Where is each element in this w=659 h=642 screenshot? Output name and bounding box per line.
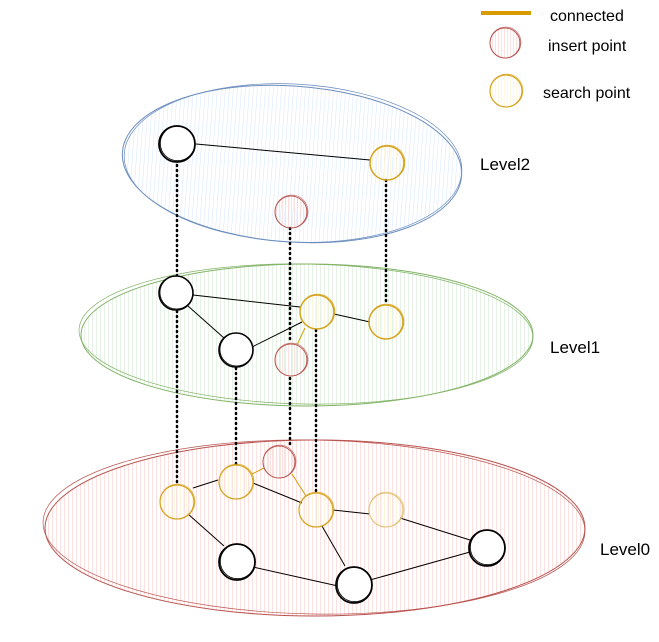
level0-connected-edges — [251, 467, 307, 497]
legend: connected insert point search point — [481, 8, 631, 108]
level2-plane — [121, 83, 463, 244]
level0-node-c — [468, 529, 506, 567]
level0-search-point-d — [368, 491, 405, 528]
level1-plane — [78, 263, 534, 407]
search-point-legend-label: search point — [543, 85, 631, 102]
level1-insert-point — [274, 342, 309, 377]
level0-search-point-a — [159, 483, 196, 520]
search-point-legend-icon — [489, 73, 524, 108]
level1-node-a — [158, 275, 194, 311]
level2-label: Level2 — [480, 155, 530, 174]
inter-level-links — [175, 163, 388, 494]
level0-node-a — [218, 543, 256, 581]
level1-label: Level1 — [550, 338, 600, 357]
level0-node-b — [335, 566, 373, 604]
level0-search-point-c — [298, 491, 335, 528]
level2-search-point — [369, 144, 406, 181]
level1-search-point-b — [368, 303, 405, 340]
level2-node-a — [158, 125, 196, 163]
level1-edges — [187, 294, 371, 348]
insert-point-legend-icon — [489, 26, 522, 59]
level0-label: Level0 — [600, 540, 650, 559]
level1-search-point-a — [299, 293, 336, 330]
level1-node-b — [218, 332, 254, 368]
level0-search-point-b — [218, 463, 255, 500]
level2-edges — [195, 143, 371, 161]
level0-insert-point — [262, 444, 297, 479]
level2-insert-point — [274, 194, 309, 229]
connected-legend-label: connected — [550, 8, 624, 25]
level0-edges — [187, 479, 471, 587]
level1-connected-edge — [296, 327, 306, 346]
insert-point-legend-label: insert point — [548, 38, 627, 55]
